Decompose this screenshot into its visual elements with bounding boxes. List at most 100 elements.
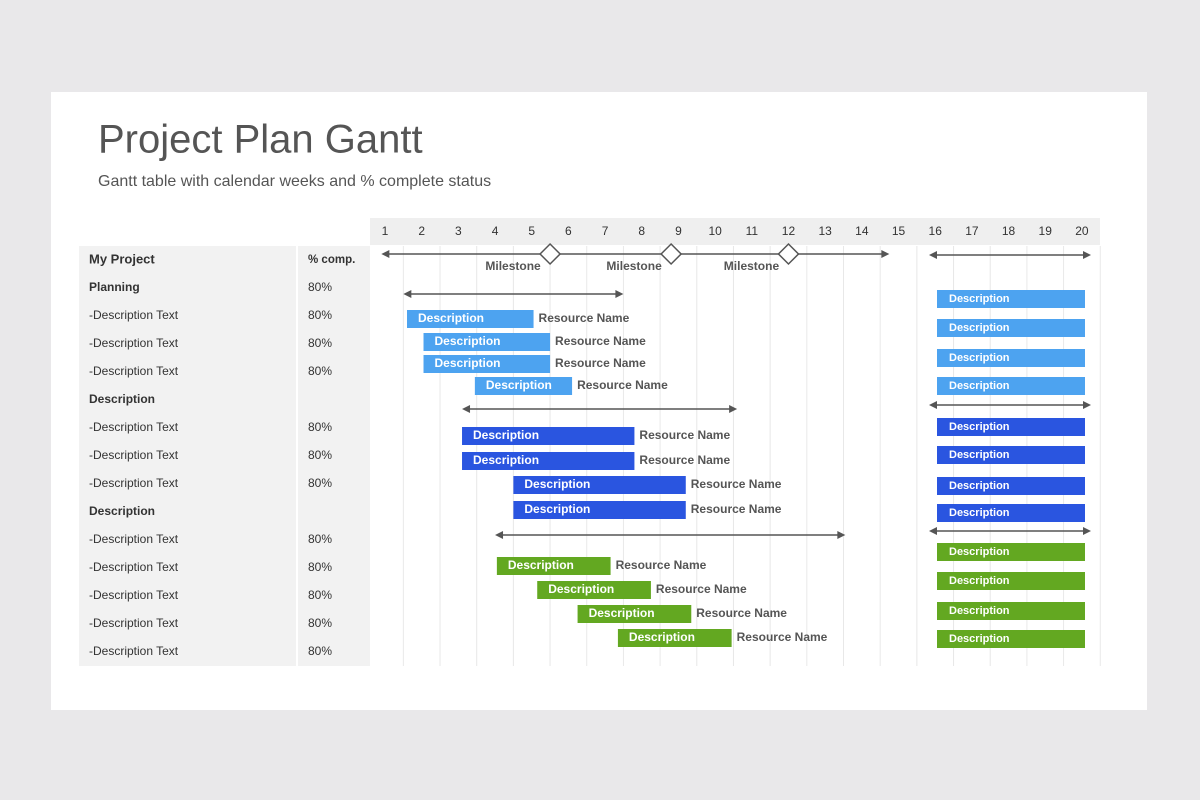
task-bar bbox=[474, 377, 573, 395]
task-name: -Description Text bbox=[89, 616, 179, 630]
milestone-label: Milestone bbox=[606, 259, 662, 273]
pct-complete: 80% bbox=[308, 560, 332, 574]
pct-complete: 80% bbox=[308, 336, 332, 350]
task-name: Description bbox=[89, 392, 155, 406]
resource-label: Resource Name bbox=[639, 453, 730, 467]
pct-complete: 80% bbox=[308, 644, 332, 658]
arrow-head bbox=[881, 250, 890, 258]
week-label: 1 bbox=[382, 224, 389, 238]
resource-label: Resource Name bbox=[539, 311, 630, 325]
summary-bar bbox=[937, 446, 1085, 464]
week-label: 4 bbox=[492, 224, 499, 238]
milestone-label: Milestone bbox=[724, 259, 780, 273]
task-name: -Description Text bbox=[89, 532, 179, 546]
summary-bar bbox=[937, 602, 1085, 620]
summary-bar bbox=[937, 319, 1085, 337]
pct-complete: 80% bbox=[308, 308, 332, 322]
summary-label: Description bbox=[949, 449, 1010, 461]
table-header: % comp. bbox=[308, 254, 355, 266]
task-name: -Description Text bbox=[89, 588, 179, 602]
subtitle: Gantt table with calendar weeks and % co… bbox=[98, 173, 491, 190]
task-bar bbox=[617, 629, 732, 647]
task-name: -Description Text bbox=[89, 560, 179, 574]
pct-complete: 80% bbox=[308, 588, 332, 602]
summary-label: Description bbox=[949, 293, 1010, 305]
summary-bar bbox=[937, 290, 1085, 308]
week-label: 16 bbox=[929, 224, 943, 238]
resource-label: Resource Name bbox=[555, 356, 646, 370]
week-label: 8 bbox=[638, 224, 645, 238]
summary-label: Description bbox=[949, 575, 1010, 587]
task-bar bbox=[423, 355, 551, 373]
bar-label: Description bbox=[486, 378, 552, 392]
pct-complete: 80% bbox=[308, 616, 332, 630]
summary-label: Description bbox=[949, 507, 1010, 519]
arrow-head bbox=[381, 250, 390, 258]
summary-label: Description bbox=[949, 380, 1010, 392]
task-name: -Description Text bbox=[89, 476, 179, 490]
bar-label: Description bbox=[629, 630, 695, 644]
resource-label: Resource Name bbox=[555, 334, 646, 348]
resource-label: Resource Name bbox=[691, 502, 782, 516]
task-column bbox=[79, 246, 296, 666]
bar-label: Description bbox=[524, 502, 590, 516]
week-label: 14 bbox=[855, 224, 869, 238]
pct-complete: 80% bbox=[308, 420, 332, 434]
resource-label: Resource Name bbox=[577, 378, 668, 392]
summary-label: Description bbox=[949, 480, 1010, 492]
arrow-head bbox=[1083, 251, 1091, 259]
title: Project Plan Gantt bbox=[98, 118, 423, 162]
summary-bar bbox=[937, 630, 1085, 648]
task-bar bbox=[513, 476, 686, 494]
bar-label: Description bbox=[473, 428, 539, 442]
resource-label: Resource Name bbox=[737, 630, 828, 644]
pct-complete: 80% bbox=[308, 476, 332, 490]
arrow-head bbox=[462, 405, 471, 413]
task-bar bbox=[407, 310, 534, 328]
task-bar bbox=[577, 605, 692, 623]
arrow-head bbox=[1083, 401, 1091, 409]
week-label: 12 bbox=[782, 224, 796, 238]
arrow-head bbox=[495, 531, 504, 539]
summary-bar bbox=[937, 349, 1085, 367]
task-bar bbox=[462, 427, 635, 445]
summary-bar bbox=[937, 543, 1085, 561]
arrow-head bbox=[929, 527, 937, 535]
week-header bbox=[370, 218, 1100, 245]
arrow-head bbox=[1083, 527, 1091, 535]
resource-label: Resource Name bbox=[616, 558, 707, 572]
resource-label: Resource Name bbox=[691, 477, 782, 491]
bar-label: Description bbox=[473, 453, 539, 467]
week-label: 18 bbox=[1002, 224, 1016, 238]
week-label: 9 bbox=[675, 224, 682, 238]
summary-label: Description bbox=[949, 322, 1010, 334]
resource-label: Resource Name bbox=[656, 582, 747, 596]
bar-label: Description bbox=[548, 582, 614, 596]
week-label: 10 bbox=[708, 224, 722, 238]
week-label: 15 bbox=[892, 224, 906, 238]
pct-complete: 80% bbox=[308, 364, 332, 378]
bar-label: Description bbox=[508, 558, 574, 572]
task-bar bbox=[496, 557, 611, 575]
summary-label: Description bbox=[949, 352, 1010, 364]
summary-label: Description bbox=[949, 421, 1010, 433]
bar-label: Description bbox=[524, 477, 590, 491]
bar-label: Description bbox=[435, 356, 501, 370]
milestone bbox=[660, 242, 683, 266]
bar-label: Description bbox=[418, 311, 484, 325]
week-label: 7 bbox=[602, 224, 609, 238]
arrow-head bbox=[403, 290, 412, 298]
week-label: 17 bbox=[965, 224, 979, 238]
summary-label: Description bbox=[949, 633, 1010, 645]
milestone-label: Milestone bbox=[485, 259, 541, 273]
task-name: -Description Text bbox=[89, 644, 179, 658]
task-name: -Description Text bbox=[89, 308, 179, 322]
pct-complete: 80% bbox=[308, 532, 332, 546]
arrow-head bbox=[729, 405, 738, 413]
milestone bbox=[538, 242, 562, 266]
week-label: 2 bbox=[418, 224, 425, 238]
task-name: Planning bbox=[89, 280, 140, 294]
bar-label: Description bbox=[589, 606, 655, 620]
